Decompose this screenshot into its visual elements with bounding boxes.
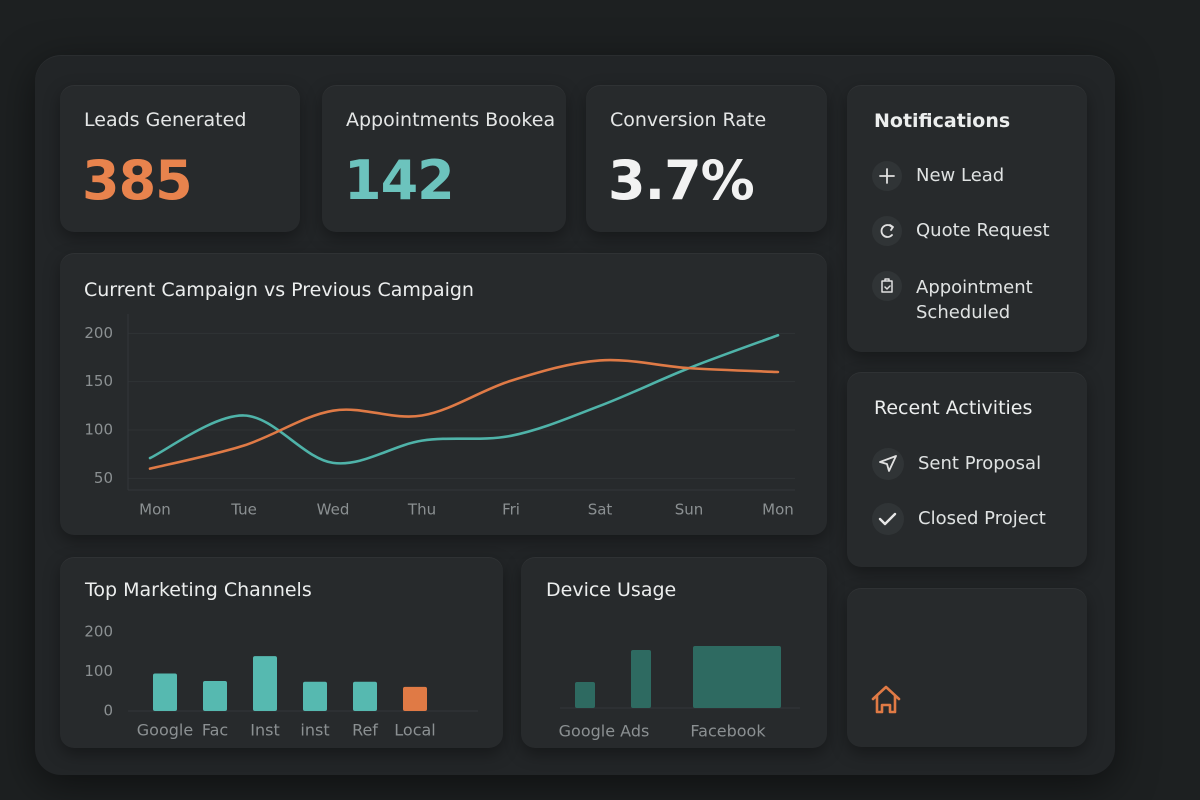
chart-title: Device Usage: [546, 579, 677, 601]
kpi-label: Leads Generated: [84, 109, 247, 131]
kpi-label: Appointments Bookea: [346, 109, 556, 131]
blank-card: [847, 588, 1087, 747]
bar-chart-card: Top Marketing Channels: [60, 557, 503, 748]
kpi-value: 385: [82, 149, 193, 212]
kpi-label: Conversion Rate: [610, 109, 767, 131]
card-title: Notifications: [874, 110, 1011, 132]
kpi-card: Conversion Rate 3.7%: [586, 85, 827, 232]
kpi-value: 3.7%: [608, 149, 755, 212]
kpi-card: Leads Generated 385: [60, 85, 300, 232]
kpi-card: Appointments Bookea 142: [322, 85, 566, 232]
notifications-card: Notifications New Lead Quote Request App…: [847, 85, 1087, 352]
kpi-value: 142: [344, 149, 455, 212]
activity-item[interactable]: Sent Proposal: [918, 453, 1042, 474]
chart-title: Current Campaign vs Previous Campaign: [84, 279, 474, 301]
notification-item[interactable]: Quote Request: [916, 220, 1050, 241]
activities-card: Recent Activities Sent Proposal Closed P…: [847, 372, 1087, 567]
chart-title: Top Marketing Channels: [85, 579, 312, 601]
line-chart-card: Current Campaign vs Previous Campaign: [60, 253, 827, 535]
notification-item[interactable]: New Lead: [916, 165, 1005, 186]
activity-item[interactable]: Closed Project: [918, 508, 1046, 529]
bar-chart-card: Device Usage: [521, 557, 827, 748]
card-title: Recent Activities: [874, 397, 1033, 419]
notification-item[interactable]: Appointment Scheduled: [916, 277, 1033, 323]
